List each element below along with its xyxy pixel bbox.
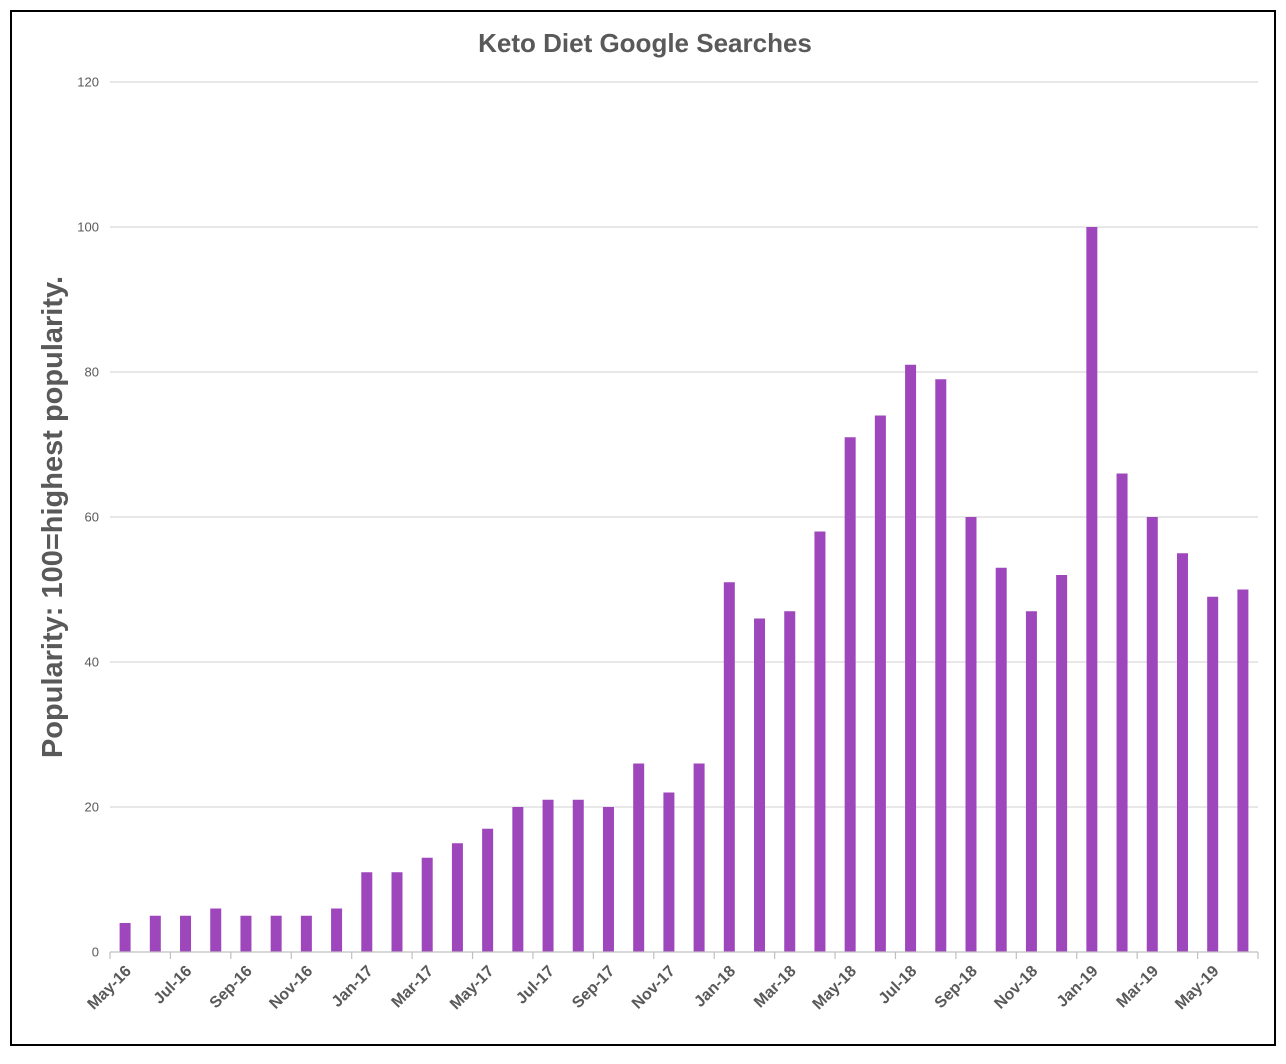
bar-nov-16 — [300, 915, 312, 952]
bar-nov-18 — [1025, 611, 1037, 952]
x-tick-label: Jan-18 — [691, 963, 739, 1011]
bar-jan-18 — [723, 582, 735, 952]
bar-jul-16 — [180, 915, 192, 952]
bar-feb-17 — [391, 872, 403, 952]
bar-oct-17 — [633, 763, 645, 952]
x-tick-label: May-16 — [85, 963, 135, 1013]
bar-mar-19 — [1146, 517, 1158, 952]
y-tick-label: 100 — [77, 220, 99, 235]
x-tick-label: Sep-17 — [569, 963, 618, 1012]
bar-may-17 — [482, 828, 494, 952]
x-tick-label: May-17 — [447, 963, 497, 1013]
bars — [119, 227, 1249, 952]
bar-jun-19 — [1237, 589, 1249, 952]
bar-aug-17 — [572, 799, 584, 952]
x-tick-label: Jan-19 — [1054, 963, 1102, 1011]
x-tick-label: Jul-16 — [151, 963, 196, 1008]
x-tick-label: Jan-17 — [329, 963, 377, 1011]
bar-jan-17 — [361, 872, 373, 952]
bar-feb-18 — [754, 618, 766, 952]
bar-jan-19 — [1086, 227, 1098, 952]
x-tick-label: Nov-16 — [266, 963, 316, 1013]
bar-dec-17 — [693, 763, 705, 952]
y-tick-label: 40 — [85, 655, 99, 670]
bar-feb-19 — [1116, 473, 1128, 952]
chart-title: Keto Diet Google Searches — [478, 28, 812, 58]
bar-jun-17 — [512, 807, 524, 952]
bar-sep-16 — [240, 915, 252, 952]
bar-oct-16 — [270, 915, 282, 952]
bar-may-16 — [119, 923, 131, 952]
y-tick-label: 0 — [92, 945, 99, 960]
bar-apr-19 — [1176, 553, 1188, 952]
x-tick-label: Jul-18 — [876, 963, 921, 1008]
bar-jul-17 — [542, 799, 554, 952]
bar-jun-18 — [874, 415, 886, 952]
bar-sep-18 — [965, 517, 977, 952]
x-tick-label: Jul-17 — [513, 963, 558, 1008]
x-axis — [109, 951, 1259, 959]
x-tick-label: Nov-17 — [629, 963, 679, 1013]
bar-aug-16 — [210, 908, 222, 952]
y-axis-ticks: 0 20 40 60 80 100 120 — [77, 75, 99, 960]
bar-dec-16 — [331, 908, 343, 952]
x-tick-label: Mar-18 — [751, 963, 800, 1012]
bar-jun-16 — [149, 915, 161, 952]
bar-nov-17 — [663, 792, 675, 952]
x-axis-ticks: May-16 Jul-16 Sep-16 Nov-16 Jan-17 Mar-17 May-… — [85, 963, 1223, 1013]
x-tick-label: Sep-18 — [932, 963, 981, 1012]
bar-apr-18 — [814, 531, 826, 952]
bar-oct-18 — [995, 567, 1007, 952]
x-tick-label: Nov-18 — [991, 963, 1041, 1013]
bar-mar-17 — [421, 857, 433, 952]
gridlines — [110, 81, 1258, 808]
y-tick-label: 120 — [77, 75, 99, 90]
x-tick-label: May-18 — [810, 963, 860, 1013]
y-tick-label: 20 — [85, 800, 99, 815]
y-tick-label: 80 — [85, 365, 99, 380]
bar-aug-18 — [935, 379, 947, 952]
bar-may-19 — [1207, 596, 1219, 952]
bar-apr-17 — [451, 843, 463, 952]
bar-sep-17 — [602, 807, 614, 952]
y-tick-label: 60 — [85, 510, 99, 525]
y-axis-label: Popularity: 100=highest popularity. — [37, 276, 69, 758]
x-tick-label: May-19 — [1172, 963, 1222, 1013]
x-tick-label: Mar-17 — [389, 963, 438, 1012]
bar-dec-18 — [1056, 575, 1068, 952]
x-tick-label: Sep-16 — [207, 963, 256, 1012]
bar-jul-18 — [905, 364, 917, 952]
bar-mar-18 — [784, 611, 796, 952]
bar-may-18 — [844, 437, 856, 952]
x-tick-label: Mar-19 — [1114, 963, 1163, 1012]
